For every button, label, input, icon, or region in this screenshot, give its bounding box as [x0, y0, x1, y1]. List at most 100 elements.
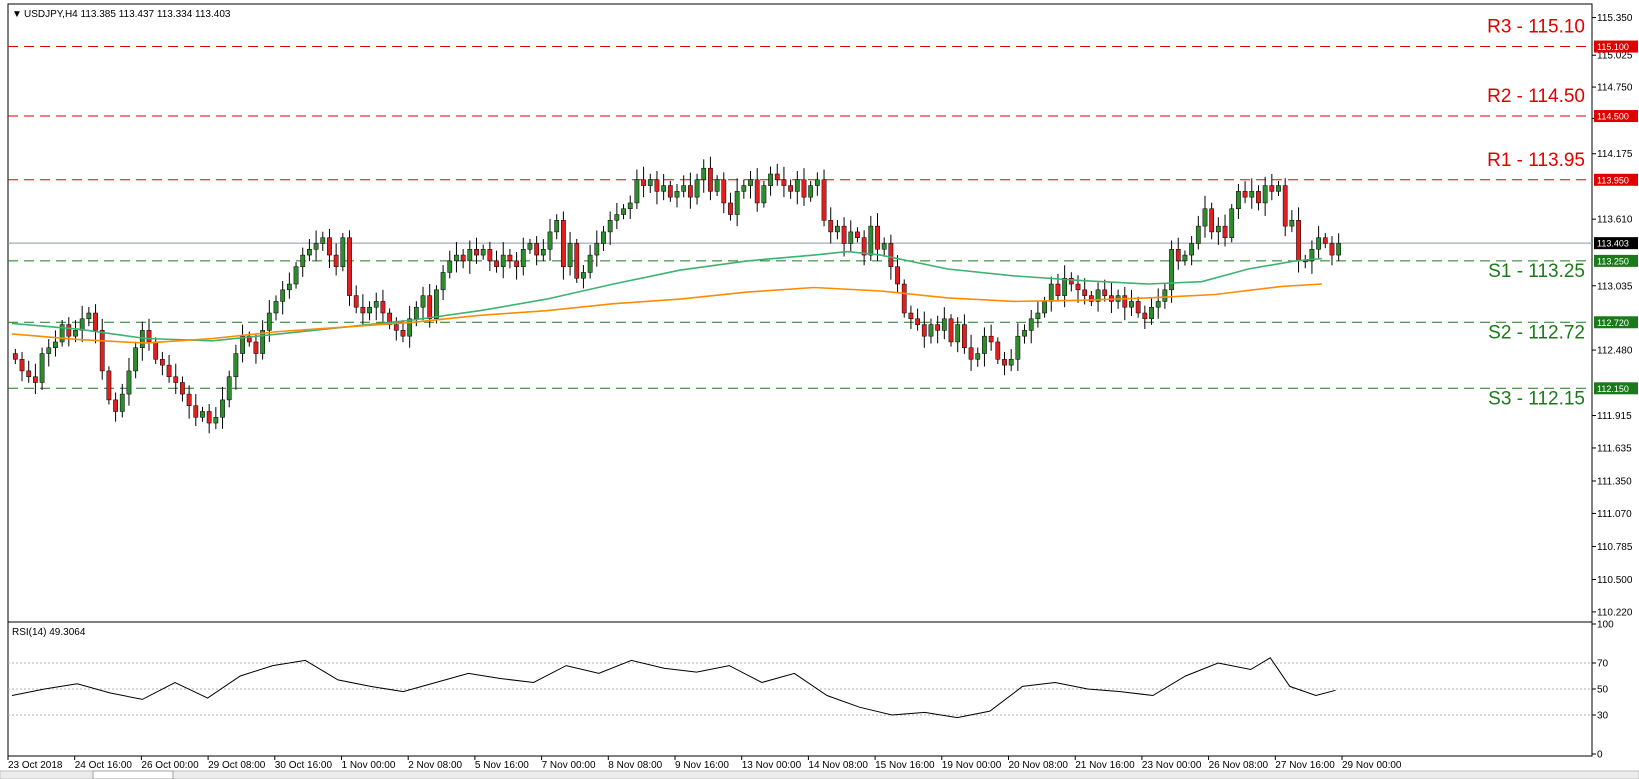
candle: [768, 166, 773, 196]
candle: [180, 376, 185, 402]
candle: [1215, 217, 1221, 245]
candle: [360, 294, 366, 325]
candle: [808, 180, 814, 202]
ma-slow-line: [11, 283, 1322, 344]
price-tick-label-7: 112.480: [1597, 346, 1633, 357]
candle: [1229, 204, 1235, 243]
ma-fast-line: [11, 250, 1322, 342]
candle: [721, 172, 727, 214]
candle: [474, 237, 479, 264]
price-axis: 115.350115.025114.750114.480114.175113.6…: [1592, 13, 1633, 618]
date-tick-label-12: 14 Nov 08:00: [808, 760, 868, 771]
price-tick-label-12: 110.785: [1597, 542, 1633, 553]
candle: [1242, 181, 1248, 204]
date-tick-label-15: 20 Nov 08:00: [1009, 760, 1069, 771]
candle: [647, 173, 653, 193]
candle: [607, 211, 613, 245]
candle: [627, 195, 633, 219]
candle: [901, 279, 907, 318]
price-tick-label-8: 111.915: [1597, 411, 1632, 422]
date-tick-label-5: 1 Nov 00:00: [342, 760, 396, 771]
date-tick-label-17: 23 Nov 00:00: [1142, 760, 1202, 771]
candle: [574, 238, 580, 283]
candle: [106, 366, 112, 405]
date-tick-label-19: 27 Nov 16:00: [1275, 760, 1335, 771]
level-label-5: S3 - 112.15: [1488, 388, 1585, 409]
date-tick-label-13: 15 Nov 16:00: [875, 760, 935, 771]
level-lines: [8, 46, 1592, 389]
candle: [1002, 351, 1007, 376]
candle: [821, 169, 827, 227]
rsi-tick-label-1: 70: [1597, 659, 1609, 670]
candle: [367, 301, 372, 321]
candle: [53, 330, 58, 357]
candle: [59, 319, 65, 347]
candle: [373, 292, 379, 321]
rsi-tick-label-2: 50: [1597, 685, 1609, 696]
candle: [734, 178, 740, 227]
candle: [1329, 236, 1335, 266]
candle: [921, 311, 927, 348]
candle: [801, 168, 807, 206]
candle: [340, 233, 346, 272]
candle: [200, 406, 205, 422]
candle: [1316, 226, 1321, 259]
candle: [1135, 296, 1141, 318]
price-tick-label-13: 110.500: [1597, 575, 1633, 586]
price-tick-label-5: 113.610: [1597, 215, 1633, 226]
date-tick-label-1: 24 Oct 16:00: [75, 760, 133, 771]
date-tick-label-4: 30 Oct 16:00: [275, 760, 333, 771]
candle: [1102, 279, 1108, 302]
candle: [908, 305, 914, 329]
candle: [661, 173, 667, 201]
price-tick-label-11: 111.070: [1597, 509, 1632, 520]
candle: [975, 347, 981, 367]
candle: [554, 214, 560, 240]
level-tag-box-4: [1594, 316, 1638, 329]
active-tab[interactable]: [92, 770, 174, 779]
candle: [1155, 288, 1161, 319]
candle: [480, 244, 486, 260]
candle: [674, 183, 680, 208]
date-tick-label-10: 9 Nov 16:00: [675, 760, 729, 771]
candle: [300, 247, 306, 277]
candle: [848, 220, 854, 253]
candle: [875, 213, 880, 261]
candle: [828, 207, 834, 244]
level-tag-box-0: [1594, 40, 1638, 53]
candle: [119, 383, 125, 418]
rsi-line: [11, 657, 1336, 719]
candle: [935, 315, 941, 344]
candle: [1129, 289, 1134, 317]
candle: [1256, 185, 1261, 211]
candle: [126, 357, 132, 406]
candle: [133, 341, 139, 379]
price-tick-label-2: 114.750: [1597, 83, 1633, 94]
candle: [774, 163, 780, 186]
candle: [781, 166, 787, 198]
candle: [788, 179, 794, 199]
candle: [988, 324, 994, 351]
candle: [186, 385, 192, 419]
candle: [440, 265, 446, 301]
candle: [534, 236, 540, 266]
candle: [941, 307, 947, 340]
candle: [146, 318, 152, 351]
date-tick-label-7: 5 Nov 16:00: [475, 760, 529, 771]
price-tick-label-14: 110.220: [1597, 607, 1633, 618]
candle: [347, 230, 352, 306]
level-price-tags: 115.100 114.500 113.950 113.250 112.720 112.1…: [1594, 40, 1638, 395]
level-tag-text-1: 114.500: [1597, 112, 1629, 122]
candle: [948, 314, 954, 347]
candle: [714, 175, 720, 196]
candle: [968, 334, 974, 371]
current-price-tag-text: 113.403: [1597, 239, 1629, 249]
candle: [701, 159, 707, 193]
level-tag-box-2: [1594, 173, 1638, 186]
candle: [500, 242, 506, 279]
candle: [380, 289, 386, 322]
candle: [467, 240, 473, 274]
level-tag-box-3: [1594, 254, 1638, 267]
chart-collapse-arrow[interactable]: ▼: [12, 9, 22, 20]
